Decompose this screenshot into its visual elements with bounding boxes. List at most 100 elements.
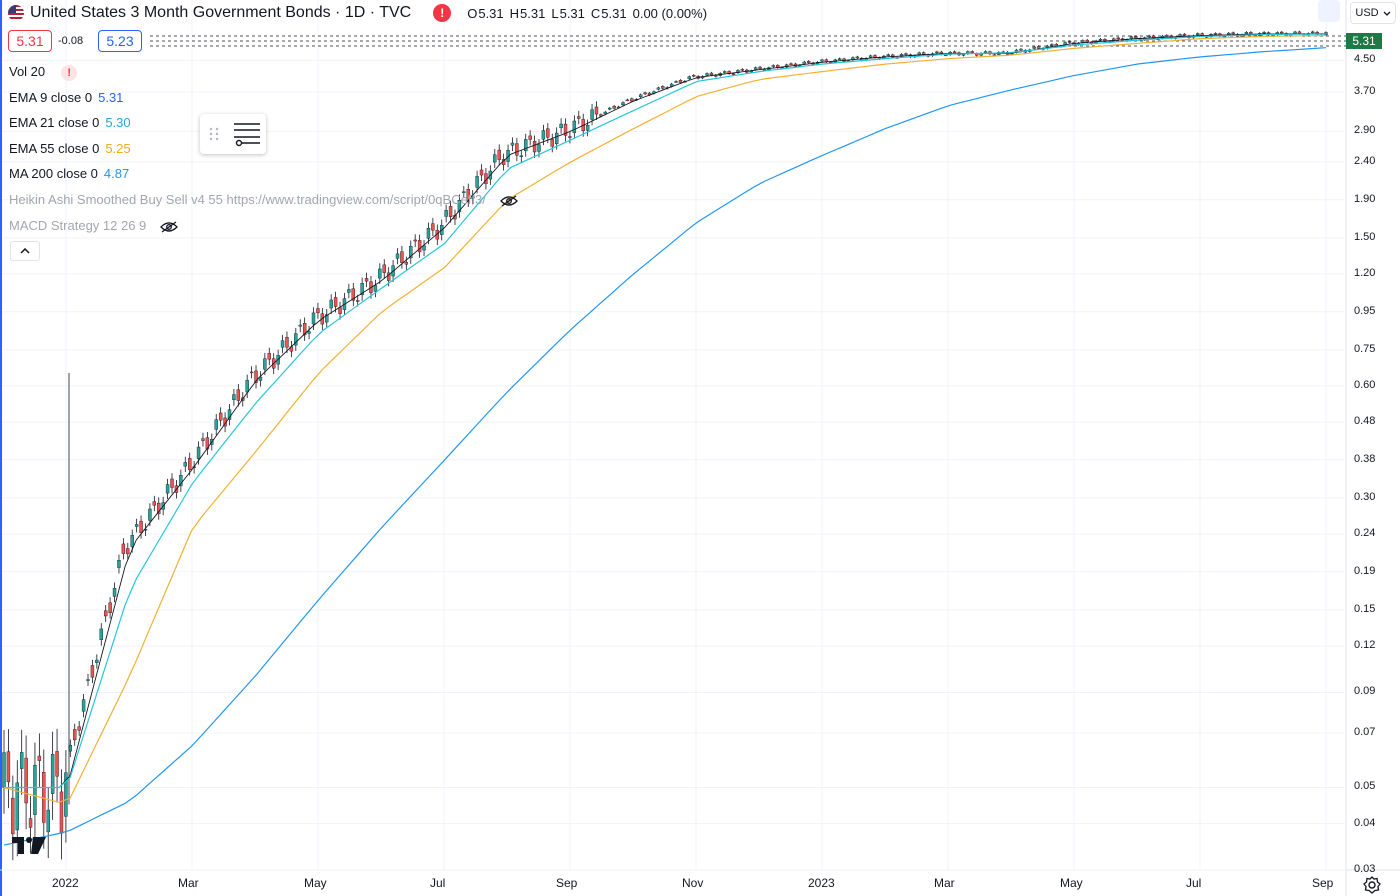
alert-icon[interactable]: ! [433, 4, 452, 22]
candle-body [356, 300, 360, 302]
candle-body [249, 371, 254, 374]
legend-heikin[interactable]: Heikin Ashi Smoothed Buy Sell v4 55 http… [9, 192, 518, 207]
candle-body [1098, 38, 1103, 41]
buy-button[interactable]: 5.23 [98, 30, 142, 52]
price-tick-label: 1.50 [1354, 230, 1376, 243]
price-tick-label: 0.05 [1354, 780, 1376, 793]
ma200-line [3, 47, 1327, 846]
candle-body [1297, 31, 1302, 34]
candle-body [33, 764, 37, 815]
candle-body [311, 312, 316, 325]
candle-body [656, 87, 661, 90]
candle-body [444, 210, 448, 217]
legend-ema9[interactable]: EMA 9 close 0 5.31 [9, 90, 124, 105]
candle-body [448, 206, 453, 217]
price-tick-label: 0.75 [1354, 342, 1376, 355]
candle-body [457, 200, 462, 213]
drag-handle-icon[interactable] [208, 126, 222, 142]
currency-selector[interactable]: USD [1350, 2, 1396, 24]
candle-body [108, 602, 112, 613]
candle-body [625, 99, 630, 102]
hidden-eye-icon[interactable] [160, 221, 178, 233]
legend-macd[interactable]: MACD Strategy 12 26 9 [9, 218, 178, 233]
candle-body [692, 75, 696, 77]
candle-body [64, 772, 68, 817]
time-tick-label: Sep [556, 876, 578, 890]
candle-body [758, 66, 762, 69]
candle-body [307, 331, 311, 334]
candle-body [364, 278, 369, 282]
settings-gear-icon[interactable] [1363, 876, 1381, 894]
candle-body [1103, 39, 1107, 42]
price-tick-label: 0.15 [1354, 602, 1376, 615]
candle-body [524, 139, 528, 152]
candle-body [431, 223, 435, 231]
drawing-toolbar-widget[interactable] [200, 114, 266, 154]
candle-body [382, 264, 386, 273]
candle-body [170, 478, 174, 488]
candle-body [674, 81, 678, 83]
candle-body [603, 111, 608, 115]
candle-body [50, 754, 55, 794]
collapse-legend-button[interactable] [10, 241, 40, 261]
candle-body [868, 55, 873, 58]
price-tick-label: 0.38 [1354, 452, 1376, 465]
candle-body [687, 76, 692, 80]
price-tick-label: 0.07 [1354, 726, 1376, 739]
symbol-title[interactable]: United States 3 Month Government Bonds ·… [30, 4, 412, 21]
candle-body [493, 154, 497, 163]
ema55-line [3, 34, 1327, 804]
candle-body [187, 458, 192, 470]
candle-body [360, 283, 364, 296]
hidden-eye-icon[interactable] [499, 195, 518, 207]
candle-body [952, 51, 957, 53]
candle-body [753, 67, 758, 70]
legend-volume[interactable]: Vol 20! [9, 64, 78, 81]
candle-body [316, 308, 320, 314]
object-tree-icon[interactable] [232, 121, 262, 147]
candle-body [572, 120, 577, 133]
candle-body [630, 98, 634, 102]
price-tick-label: 0.03 [1354, 863, 1376, 875]
warning-icon[interactable]: ! [61, 64, 78, 81]
candle-body [333, 297, 338, 307]
candle-body [559, 123, 563, 129]
candle-body [413, 239, 417, 242]
legend-ma200[interactable]: MA 200 close 0 4.87 [9, 166, 130, 181]
legend-ema55[interactable]: EMA 55 close 0 5.25 [9, 141, 131, 156]
time-tick-label: 2023 [808, 876, 835, 890]
legend-ema21[interactable]: EMA 21 close 0 5.30 [9, 115, 131, 130]
time-tick-label: May [304, 876, 327, 890]
candle-body [1085, 39, 1089, 43]
candle-body [568, 136, 572, 138]
price-tick-label: 0.60 [1354, 378, 1376, 391]
candle-body [678, 80, 683, 83]
candle-body [899, 54, 904, 57]
candle-body [232, 394, 236, 401]
candle-body [515, 143, 519, 156]
price-tick-label: 0.30 [1354, 490, 1376, 503]
candle-body [15, 782, 19, 831]
candle-body [245, 380, 249, 393]
candle-body [298, 324, 302, 327]
tradingview-logo-icon[interactable] [12, 837, 46, 855]
candle-body [55, 751, 59, 777]
candle-body [983, 51, 988, 53]
candle-body [510, 142, 515, 146]
candle-body [806, 61, 811, 63]
sell-button[interactable]: 5.31 [8, 30, 52, 52]
highlight-button[interactable] [1318, 0, 1340, 22]
candle-body [1134, 36, 1138, 39]
candle-body [112, 587, 117, 597]
candle-body [1196, 33, 1200, 36]
candle-body [19, 752, 24, 769]
candle-body [621, 102, 625, 106]
candle-body [731, 73, 736, 75]
ohlc-values: O5.31 H5.31 L5.31 C5.31 0.00 (0.00%) [467, 5, 708, 21]
candle-body [532, 140, 537, 153]
candle-body [77, 726, 81, 731]
candle-body [196, 446, 201, 459]
candle-body [1019, 48, 1023, 51]
candle-body [585, 125, 590, 131]
